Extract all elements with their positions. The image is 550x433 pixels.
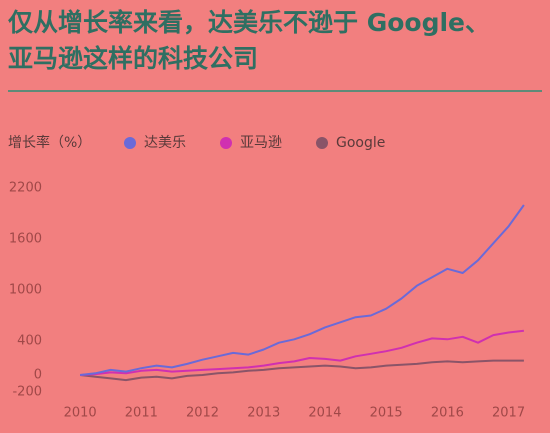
legend-swatch: [124, 137, 136, 149]
series-line: [80, 329, 525, 376]
y-tick-label: 2200: [9, 181, 42, 196]
x-tick-label: 2013: [247, 406, 280, 421]
y-axis-label: 增长率（%）: [8, 134, 91, 151]
legend-label: 亚马逊: [240, 135, 282, 151]
series-line: [79, 204, 525, 376]
x-tick-label: 2010: [64, 406, 97, 421]
series-line: [79, 359, 524, 382]
y-tick-label: 400: [17, 334, 42, 349]
x-tick-label: 2012: [186, 406, 219, 421]
y-tick-label: 1000: [9, 283, 42, 298]
legend-swatch: [316, 137, 328, 149]
chart-title: 亚马逊这样的科技公司: [8, 44, 258, 73]
x-tick-label: 2014: [308, 406, 341, 421]
y-tick-label: -200: [12, 385, 42, 400]
x-tick-label: 2016: [431, 406, 464, 421]
legend-label: Google: [336, 135, 385, 151]
y-tick-label: 0: [34, 368, 42, 383]
x-tick-label: 2011: [125, 406, 158, 421]
x-tick-label: 2017: [492, 406, 525, 421]
legend-swatch: [220, 137, 232, 149]
y-tick-label: 1600: [9, 232, 42, 247]
x-tick-label: 2015: [370, 406, 403, 421]
chart-title: 仅从增长率来看，达美乐不逊于 Google、: [8, 8, 490, 37]
legend-label: 达美乐: [144, 135, 186, 151]
